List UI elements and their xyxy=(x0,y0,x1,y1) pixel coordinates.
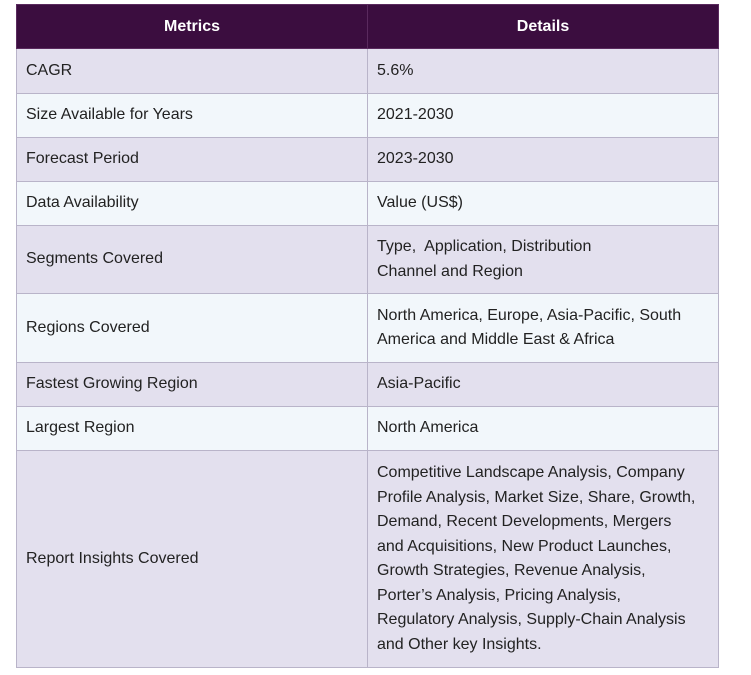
details-line: America and Middle East & Africa xyxy=(377,331,615,348)
details-cell: Type, Application, Distribution Channel a… xyxy=(367,225,719,294)
details-line: Value (US$) xyxy=(377,194,463,212)
details-line: 2023-2030 xyxy=(377,150,454,168)
metric-cell: Fastest Growing Region xyxy=(16,362,368,407)
details-cell: Competitive Landscape Analysis, Company P… xyxy=(367,450,719,668)
details-line: Porter’s Analysis, Pricing Analysis, xyxy=(377,586,621,604)
details-line: 5.6% xyxy=(377,61,414,79)
table-row: Data Availability Value (US$) xyxy=(16,181,719,226)
metric-cell: Size Available for Years xyxy=(16,93,368,138)
report-metrics-table: Metrics Details CAGR 5.6% Size Available f… xyxy=(16,4,719,668)
metric-cell: Segments Covered xyxy=(16,225,368,294)
details-cell: Value (US$) xyxy=(367,181,719,226)
details-line: and Other key Insights. xyxy=(377,635,542,653)
metric-cell: CAGR xyxy=(16,48,368,94)
table-row: Size Available for Years 2021-2030 xyxy=(16,93,719,138)
header-metrics: Metrics xyxy=(16,4,368,49)
metric-cell: Report Insights Covered xyxy=(16,450,368,668)
metric-cell: Largest Region xyxy=(16,406,368,451)
table-row: Segments Covered Type, Application, Distr… xyxy=(16,225,719,294)
report-metrics-table-container: Metrics Details CAGR 5.6% Size Available f… xyxy=(16,4,719,668)
details-cell: 2021-2030 xyxy=(367,93,719,138)
table-body: CAGR 5.6% Size Available for Years 2021-203… xyxy=(16,48,719,668)
details-line: North America xyxy=(377,419,479,437)
details-line: Demand, Recent Developments, Mergers xyxy=(377,513,672,530)
details-line: Growth Strategies, Revenue Analysis, xyxy=(377,562,646,579)
details-line: and Acquisitions, New Product Launches, xyxy=(377,537,672,555)
table-row: Regions Covered North America, Europe, As… xyxy=(16,293,719,363)
details-line: Type, Application, Distribution xyxy=(377,238,592,255)
details-cell: Asia-Pacific xyxy=(367,362,719,407)
details-cell: North America, Europe, Asia-Pacific, Sou… xyxy=(367,293,719,363)
table-row: Forecast Period 2023-2030 xyxy=(16,137,719,182)
table-row: Fastest Growing Region Asia-Pacific xyxy=(16,362,719,407)
table-header-row: Metrics Details xyxy=(16,4,719,49)
header-details: Details xyxy=(367,4,719,49)
details-line: Competitive Landscape Analysis, Company xyxy=(377,464,685,481)
details-cell: North America xyxy=(367,406,719,451)
details-line: Profile Analysis, Market Size, Share, Gr… xyxy=(377,488,696,506)
details-line: North America, Europe, Asia-Pacific, Sou… xyxy=(377,306,682,324)
details-line: Asia-Pacific xyxy=(377,375,461,393)
table-row: CAGR 5.6% xyxy=(16,48,719,94)
details-cell: 2023-2030 xyxy=(367,137,719,182)
details-line: Regulatory Analysis, Supply-Chain Analys… xyxy=(377,611,686,628)
metric-cell: Regions Covered xyxy=(16,293,368,363)
metric-cell: Forecast Period xyxy=(16,137,368,182)
table-row: Largest Region North America xyxy=(16,406,719,451)
details-cell: 5.6% xyxy=(367,48,719,94)
details-line: 2021-2030 xyxy=(377,106,454,124)
details-line: Channel and Region xyxy=(377,262,523,280)
table-row: Report Insights Covered Competitive Lands… xyxy=(16,450,719,668)
metric-cell: Data Availability xyxy=(16,181,368,226)
